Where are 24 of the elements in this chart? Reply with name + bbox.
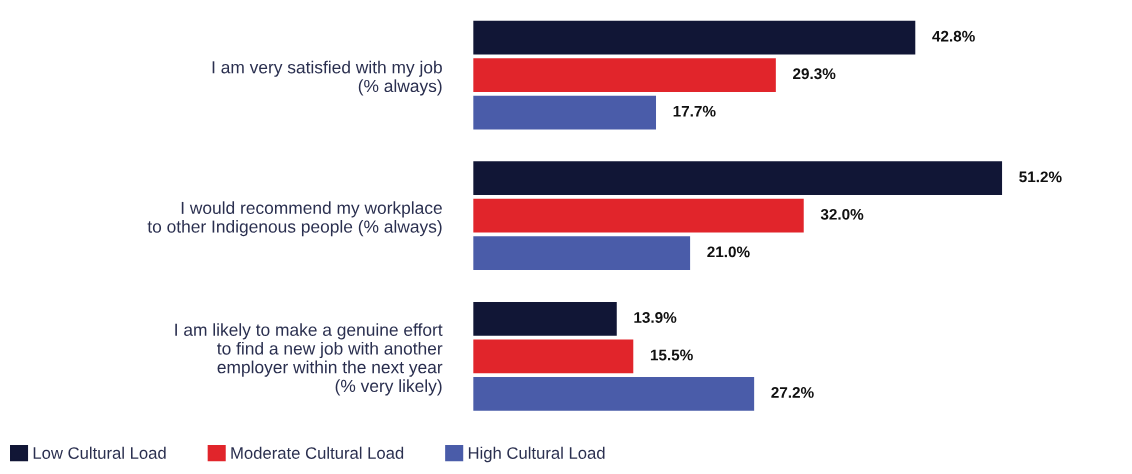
bar [473,339,634,374]
data-label: 13.9% [634,312,677,323]
bar [473,376,755,411]
data-label: 51.2% [1019,171,1062,183]
y-tick-label: I am likely to make a genuine effort to find a new job with another employer within the next year (% very likely) [175,323,443,396]
bar [473,301,617,336]
legend-label: Moderate Cultural Load [231,446,404,459]
y-tick-label: I would recommend my workplace to other Indigenous people (% always) [147,201,442,237]
data-label: 15.5% [650,349,693,361]
data-label: 32.0% [820,208,864,220]
bar [473,198,804,233]
legend-label: Low Cultural Load [33,446,166,459]
bar [473,95,657,130]
y-tick-label: I am very satisfied with my job (% always) [212,60,442,96]
legend-label: High Cultural Load [468,446,605,463]
data-label: 17.7% [673,105,716,117]
data-label: 29.3% [793,68,836,80]
data-label: 21.0% [707,246,750,258]
data-label: 27.2% [771,387,814,398]
bar [473,58,776,92]
bar [473,20,916,55]
data-label: 42.8% [932,30,975,42]
bar [473,236,691,271]
bar [473,161,1003,196]
